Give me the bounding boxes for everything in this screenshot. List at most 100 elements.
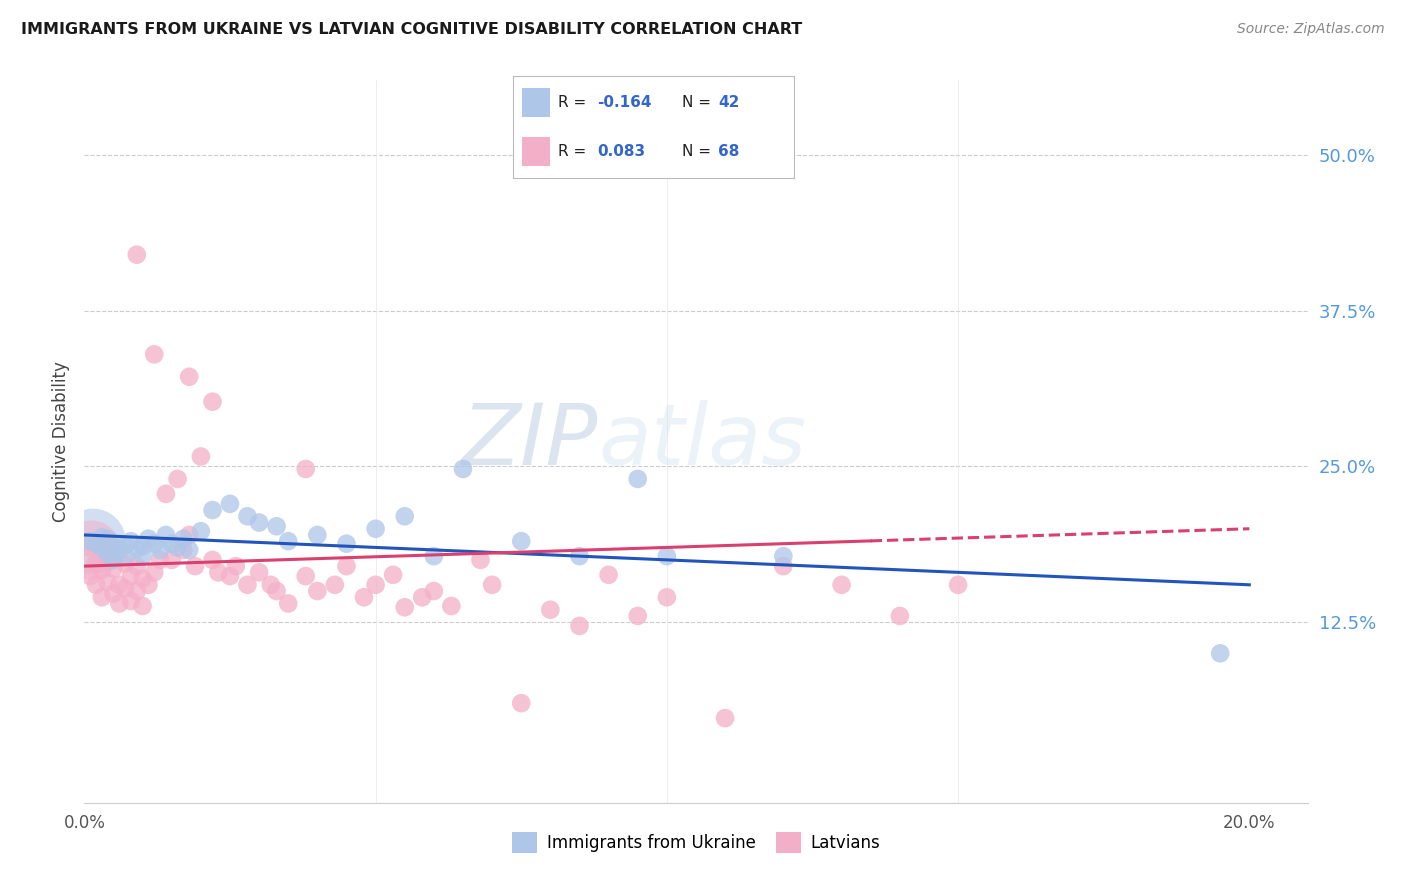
Point bbox=[538, 603, 561, 617]
Point bbox=[138, 578, 160, 592]
Point bbox=[97, 575, 120, 590]
Point bbox=[97, 532, 120, 546]
Point bbox=[219, 497, 242, 511]
Point bbox=[143, 537, 166, 551]
Point bbox=[568, 619, 591, 633]
Point bbox=[160, 537, 183, 551]
Point bbox=[323, 578, 346, 592]
Point bbox=[190, 524, 212, 539]
Point bbox=[125, 559, 148, 574]
Point bbox=[103, 561, 125, 575]
Point bbox=[155, 487, 177, 501]
Point bbox=[149, 553, 172, 567]
Point bbox=[114, 582, 136, 596]
Point bbox=[90, 541, 112, 555]
Point bbox=[889, 609, 911, 624]
Point bbox=[103, 541, 125, 555]
Text: 42: 42 bbox=[718, 95, 740, 110]
Point bbox=[143, 566, 166, 580]
Point bbox=[84, 578, 107, 592]
Point bbox=[131, 549, 153, 563]
Point bbox=[82, 534, 104, 549]
Point bbox=[831, 578, 853, 592]
Point bbox=[172, 532, 194, 546]
Point bbox=[510, 696, 533, 710]
Point bbox=[451, 462, 474, 476]
Point bbox=[294, 569, 316, 583]
Text: R =: R = bbox=[558, 95, 592, 110]
Point bbox=[138, 532, 160, 546]
Point bbox=[179, 542, 201, 557]
Point bbox=[714, 711, 737, 725]
Point bbox=[207, 566, 229, 580]
Point bbox=[79, 569, 101, 583]
Point bbox=[201, 503, 224, 517]
Point bbox=[90, 591, 112, 605]
Text: N =: N = bbox=[682, 95, 716, 110]
Point bbox=[294, 462, 316, 476]
Point bbox=[125, 248, 148, 262]
Point bbox=[90, 563, 112, 577]
Point bbox=[510, 534, 533, 549]
Text: IMMIGRANTS FROM UKRAINE VS LATVIAN COGNITIVE DISABILITY CORRELATION CHART: IMMIGRANTS FROM UKRAINE VS LATVIAN COGNI… bbox=[21, 22, 803, 37]
Point bbox=[335, 559, 357, 574]
Point bbox=[114, 538, 136, 552]
Point bbox=[655, 591, 678, 605]
Point bbox=[470, 553, 492, 567]
Text: 0.083: 0.083 bbox=[598, 145, 645, 160]
Point bbox=[307, 528, 329, 542]
Point bbox=[108, 578, 131, 592]
Text: ZIP: ZIP bbox=[461, 400, 598, 483]
Point bbox=[103, 553, 125, 567]
Point bbox=[655, 549, 678, 563]
Text: Source: ZipAtlas.com: Source: ZipAtlas.com bbox=[1237, 22, 1385, 37]
Point bbox=[411, 591, 433, 605]
Point bbox=[382, 567, 405, 582]
Text: R =: R = bbox=[558, 145, 592, 160]
Point bbox=[627, 472, 650, 486]
Point bbox=[481, 578, 503, 592]
Point bbox=[627, 609, 650, 624]
Point bbox=[335, 537, 357, 551]
Text: N =: N = bbox=[682, 145, 716, 160]
Point bbox=[598, 567, 620, 582]
Point bbox=[155, 528, 177, 542]
Point bbox=[266, 519, 288, 533]
Point bbox=[440, 599, 463, 613]
Y-axis label: Cognitive Disability: Cognitive Disability bbox=[52, 361, 70, 522]
Point bbox=[772, 549, 794, 563]
Point bbox=[394, 509, 416, 524]
Point bbox=[277, 534, 299, 549]
Point bbox=[225, 559, 247, 574]
Point bbox=[184, 559, 207, 574]
Point bbox=[103, 586, 125, 600]
Text: 68: 68 bbox=[718, 145, 740, 160]
Point bbox=[166, 541, 188, 555]
Point bbox=[179, 369, 201, 384]
Point bbox=[114, 557, 136, 571]
Point bbox=[364, 578, 387, 592]
Point bbox=[568, 549, 591, 563]
Point bbox=[260, 578, 283, 592]
Point bbox=[190, 450, 212, 464]
Point bbox=[84, 537, 107, 551]
Point bbox=[201, 394, 224, 409]
Point bbox=[114, 549, 136, 563]
Point bbox=[120, 569, 142, 583]
Point bbox=[179, 528, 201, 542]
Point bbox=[394, 600, 416, 615]
Point bbox=[1209, 646, 1232, 660]
Point bbox=[353, 591, 375, 605]
Point bbox=[266, 584, 288, 599]
Point bbox=[143, 347, 166, 361]
Point bbox=[125, 541, 148, 556]
Point bbox=[946, 578, 969, 592]
Point bbox=[97, 547, 120, 561]
Point bbox=[90, 531, 112, 545]
Point bbox=[236, 509, 259, 524]
Point bbox=[79, 534, 101, 549]
Point bbox=[131, 572, 153, 586]
Text: atlas: atlas bbox=[598, 400, 806, 483]
Point bbox=[125, 584, 148, 599]
Point bbox=[131, 599, 153, 613]
